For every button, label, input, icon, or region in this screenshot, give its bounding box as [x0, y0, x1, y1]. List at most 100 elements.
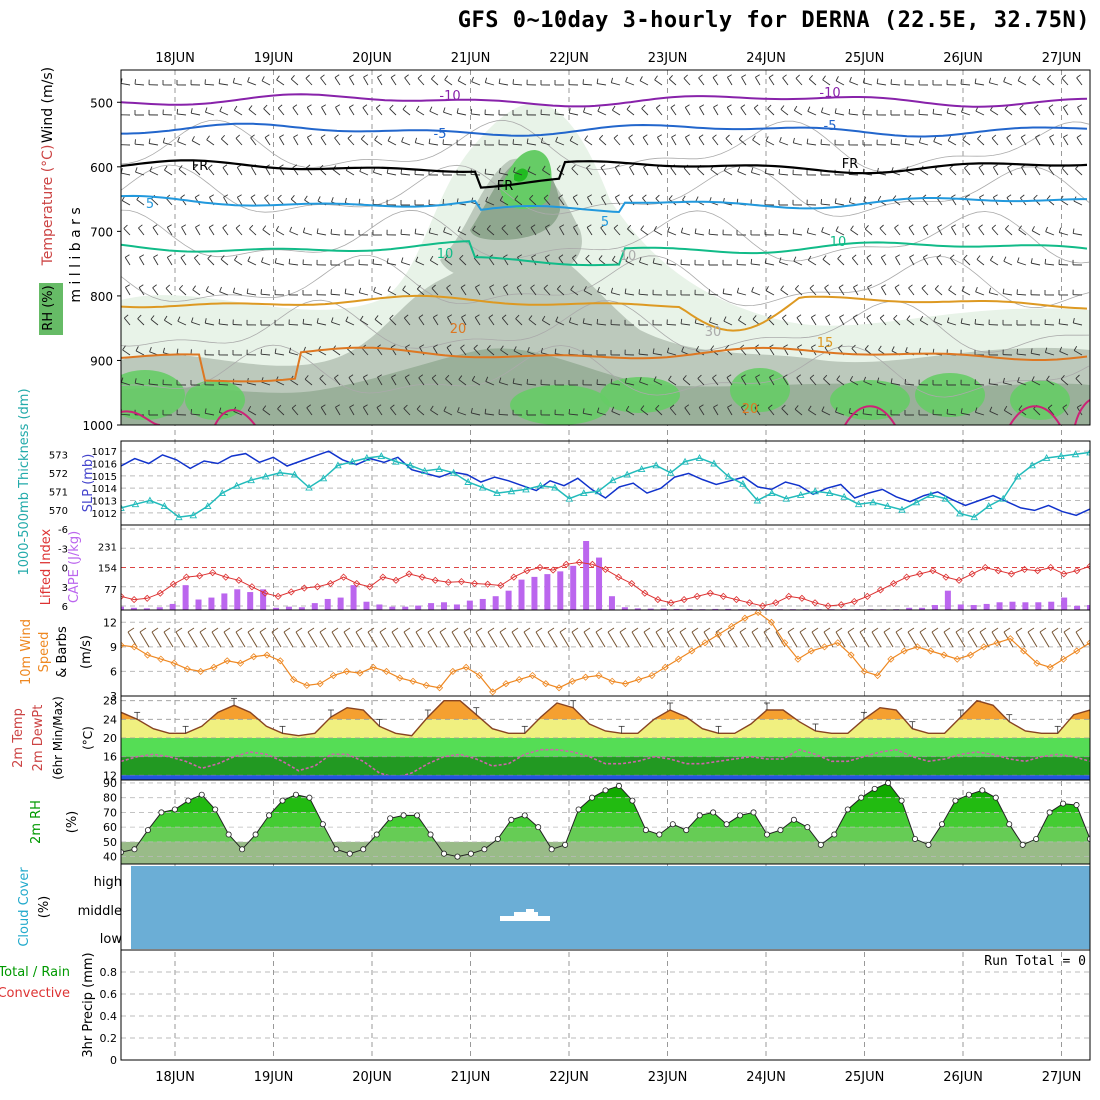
wind-barb-flag: [445, 374, 450, 380]
isotherm-line: [121, 240, 1088, 267]
wind-barb-flag: [486, 345, 491, 350]
wind-barb-flag: [892, 195, 897, 200]
wind-barb-flag: [363, 374, 368, 378]
wind-barb: [265, 167, 271, 176]
wind-barb: [529, 198, 537, 206]
surface-barb: [1051, 631, 1062, 648]
wind-barb-flag: [1044, 258, 1047, 264]
wind-barb: [713, 106, 719, 116]
wind-barb: [669, 407, 677, 416]
wind-barb-flag: [1076, 404, 1082, 408]
wind-point: [382, 667, 391, 675]
rh-legend-swatch: [39, 283, 63, 335]
li-point: [340, 573, 348, 581]
surface-barb-flag: [787, 627, 795, 633]
wind-barb: [894, 287, 901, 296]
wind-point: [608, 677, 616, 685]
wind-barb-flag: [713, 104, 719, 108]
wind-point: [197, 667, 205, 675]
surface-barb-flag: [583, 627, 591, 633]
wind-barb-flag: [177, 136, 180, 142]
wind-barb: [891, 382, 901, 386]
rh-tick: 60: [103, 821, 117, 834]
wind-barb: [429, 143, 439, 146]
wind-barb: [583, 290, 593, 296]
wind-barb-flag: [556, 165, 561, 170]
rh-point: [831, 831, 838, 838]
wind-barb-flag: [848, 108, 851, 115]
wind-barb-flag: [247, 76, 250, 82]
wind-barb-flag: [894, 224, 899, 229]
wind-barb: [486, 228, 495, 236]
wind-barb-flag: [768, 404, 773, 409]
wind-barb: [698, 407, 705, 416]
li-point: [615, 573, 623, 581]
surface-barb: [379, 631, 390, 648]
surface-barb: [1015, 631, 1026, 648]
wind-barb: [390, 77, 397, 86]
wind-barb: [540, 114, 551, 116]
rh-point: [440, 850, 447, 857]
wind-barb: [122, 349, 131, 356]
wind-barb: [290, 379, 299, 386]
wind-barb-flag: [264, 134, 270, 138]
surface-barb-flag: [895, 627, 903, 633]
wind-barb-flag: [838, 344, 843, 349]
wind-barb-flag: [1059, 346, 1063, 352]
wind-barb: [824, 287, 831, 296]
rh-blob: [915, 373, 985, 417]
wind-barb-flag: [373, 286, 376, 292]
surface-barb: [415, 631, 426, 648]
wind-barb: [975, 291, 985, 296]
wind-barb-flag: [1003, 76, 1006, 82]
wind-barb: [835, 230, 845, 236]
wind-barb-flag: [402, 105, 407, 110]
wind-point: [542, 680, 550, 688]
surface-barb: [607, 631, 618, 648]
wind-barb: [488, 257, 495, 266]
cloud-patch: [514, 912, 538, 917]
rh-point: [481, 846, 488, 853]
wind-barb-flag: [849, 375, 854, 381]
wind-barb-flag: [725, 134, 730, 139]
wind-point: [674, 655, 683, 663]
surface-barb: [511, 631, 522, 648]
wind-barb: [835, 202, 845, 206]
wind-barb: [1048, 107, 1055, 116]
cape-bar: [557, 571, 564, 610]
wind-barb: [596, 383, 607, 386]
wind-barb: [908, 287, 915, 296]
surface-barb-flag: [559, 627, 567, 633]
wind-barb: [513, 171, 523, 176]
pressure-tick: 700: [90, 225, 113, 239]
wind-barb-flag: [391, 374, 396, 378]
surface-barb-flag: [1027, 627, 1035, 633]
wind-barb-flag: [277, 194, 282, 199]
wind-barb: [320, 77, 327, 86]
wind-barb: [667, 263, 677, 266]
wind-barb-flag: [713, 404, 718, 408]
wind-barb: [934, 168, 943, 176]
wind-barb-flag: [783, 344, 788, 348]
pressure-tick: 900: [90, 354, 113, 368]
wind-barb: [879, 317, 887, 326]
wind-barb: [1003, 382, 1013, 386]
wind-barb: [769, 377, 775, 386]
wind-barb: [403, 317, 411, 326]
wind-barb-flag: [1046, 195, 1051, 200]
wind-barb-flag: [820, 107, 824, 113]
wind-point: [874, 671, 882, 680]
wind-barb: [655, 107, 663, 116]
wind-barb: [1005, 228, 1013, 236]
li-point: [654, 596, 662, 604]
wind-barb: [234, 109, 243, 116]
wind-barb: [838, 287, 845, 296]
wind-barb: [1031, 230, 1041, 236]
wind-barb: [541, 142, 551, 146]
wind-barb: [767, 108, 775, 116]
wind-barb-flag: [568, 317, 572, 323]
wind-barb: [628, 197, 635, 206]
rh-point: [871, 785, 878, 792]
wind-barb: [1062, 407, 1069, 416]
surface-barb-flag: [1075, 627, 1083, 633]
